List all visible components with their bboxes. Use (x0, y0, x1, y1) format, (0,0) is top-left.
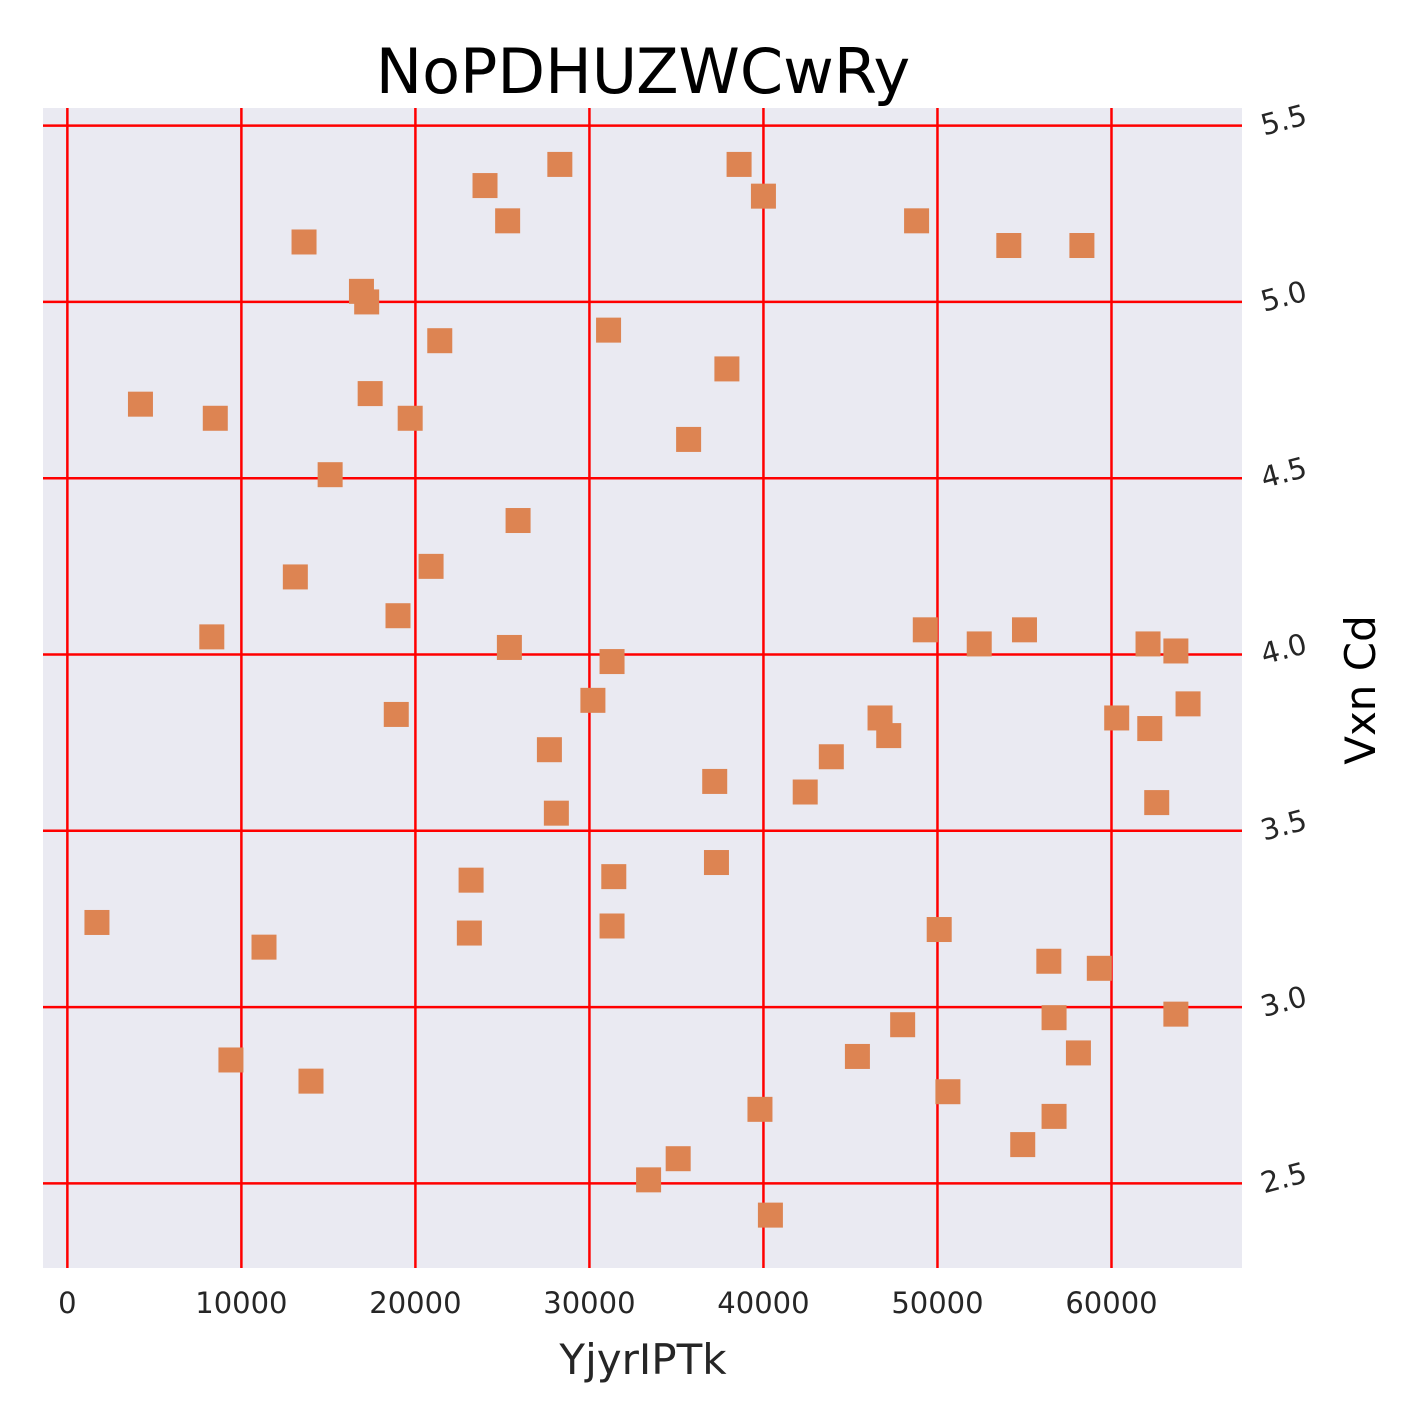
data-point (750, 183, 776, 209)
data-points (84, 151, 1201, 1228)
data-point (282, 564, 308, 590)
y-tick-label: 4.5 (1257, 450, 1310, 495)
data-point (912, 617, 938, 643)
x-tick-labels: 0 10000 20000 30000 40000 50000 60000 (58, 1286, 1157, 1320)
data-point (636, 1167, 662, 1193)
x-tick-label: 10000 (195, 1286, 287, 1320)
x-tick-label: 40000 (717, 1286, 809, 1320)
data-point (1069, 233, 1095, 259)
data-point (495, 208, 521, 234)
y-tick-label: 2.5 (1257, 1155, 1310, 1200)
data-point (397, 405, 423, 431)
y-tick-label: 5.0 (1257, 274, 1310, 319)
data-point (792, 779, 818, 805)
data-point (317, 462, 343, 488)
data-point (472, 173, 498, 199)
data-point (1011, 617, 1037, 643)
data-point (1086, 955, 1112, 981)
data-point (1163, 638, 1189, 664)
data-point (599, 649, 625, 675)
data-point (876, 723, 902, 749)
x-axis-label: YjyrIPTk (558, 1335, 727, 1384)
chart-title: NoPDHUZWCwRy (376, 35, 911, 108)
data-point (199, 624, 225, 650)
plot-background (43, 108, 1242, 1268)
data-point (383, 701, 409, 727)
data-point (291, 229, 317, 255)
data-point (458, 867, 484, 893)
y-tick-label: 4.0 (1257, 626, 1310, 671)
data-point (1175, 691, 1201, 717)
data-point (84, 909, 110, 935)
data-point (354, 289, 380, 315)
data-point (904, 208, 930, 234)
data-point (456, 920, 482, 946)
x-tick-label: 50000 (891, 1286, 983, 1320)
x-tick-label: 0 (58, 1286, 76, 1320)
data-point (1041, 1005, 1067, 1031)
data-point (547, 151, 573, 177)
data-point (757, 1202, 783, 1228)
data-point (1144, 790, 1170, 816)
x-tick-label: 30000 (543, 1286, 635, 1320)
data-point (596, 317, 622, 343)
y-axis-label: Vxn Cd (1336, 615, 1385, 765)
x-tick-label: 20000 (369, 1286, 461, 1320)
data-point (580, 687, 606, 713)
data-point (714, 356, 740, 382)
data-point (601, 864, 627, 890)
data-point (1010, 1132, 1036, 1158)
data-point (665, 1146, 691, 1172)
data-point (543, 800, 569, 826)
data-point (357, 381, 383, 407)
data-point (298, 1068, 324, 1094)
data-point (818, 744, 844, 770)
data-point (996, 233, 1022, 259)
y-tick-label: 3.0 (1257, 979, 1310, 1024)
data-point (418, 553, 444, 579)
data-point (676, 426, 702, 452)
data-point (385, 603, 411, 629)
data-point (505, 508, 531, 534)
data-point (1135, 631, 1161, 657)
data-point (1137, 716, 1163, 742)
data-point (1104, 705, 1130, 731)
data-point (1036, 948, 1062, 974)
data-point (218, 1047, 244, 1073)
data-point (251, 934, 277, 960)
data-point (703, 850, 729, 876)
data-point (966, 631, 992, 657)
data-point (202, 405, 228, 431)
data-point (935, 1079, 961, 1105)
data-point (844, 1043, 870, 1069)
data-point (1041, 1103, 1067, 1129)
y-tick-label: 3.5 (1257, 803, 1310, 848)
data-point (127, 391, 153, 417)
data-point (926, 917, 952, 943)
y-gridlines (43, 124, 1242, 1185)
data-point (1163, 1001, 1189, 1027)
x-tick-label: 60000 (1065, 1286, 1157, 1320)
data-point (702, 768, 728, 794)
data-point (890, 1012, 916, 1038)
data-point (536, 737, 562, 763)
data-point (726, 151, 752, 177)
data-point (747, 1096, 773, 1122)
data-point (1065, 1040, 1091, 1066)
data-point (496, 634, 522, 660)
y-tick-label: 5.5 (1257, 98, 1310, 143)
data-point (427, 328, 453, 354)
y-tick-labels: 2.5 3.0 3.5 4.0 4.5 5.0 5.5 (1257, 98, 1310, 1201)
data-point (599, 913, 625, 939)
